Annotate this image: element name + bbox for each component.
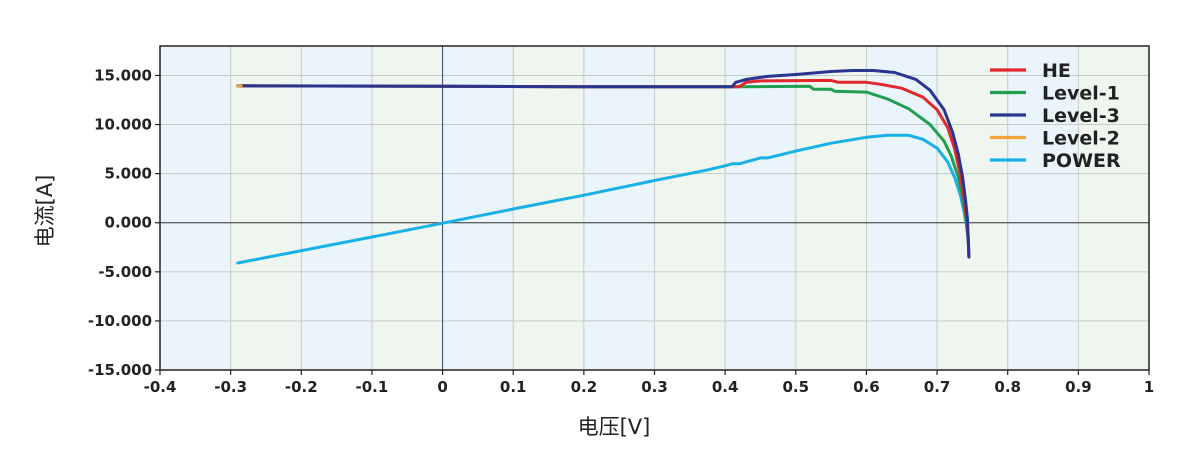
legend-label-he: HE <box>1042 60 1071 82</box>
x-tick-labels: -0.4 -0.3 -0.2 -0.1 0 0.1 0.2 0.3 0.4 0.5 0.6 0.7 0.… <box>144 370 1154 396</box>
x-tick-label: 0.1 <box>500 378 527 396</box>
x-tick-label: 0.7 <box>924 378 951 396</box>
x-tick-label: 0.9 <box>1065 378 1092 396</box>
series-line-power <box>236 133 970 265</box>
x-tick-label: 0.2 <box>571 378 598 396</box>
x-tick-label: 0.6 <box>853 378 880 396</box>
y-axis-label: 电流[A] <box>33 175 57 248</box>
background-band <box>795 46 867 370</box>
x-tick-label: -0.1 <box>356 378 389 396</box>
background-band <box>301 46 372 370</box>
x-tick-label: 0.4 <box>712 378 739 396</box>
y-tick-label: 10.000 <box>94 116 152 134</box>
legend-label-level-3: Level-3 <box>1042 105 1120 127</box>
background-band <box>230 46 302 370</box>
legend-label-power: POWER <box>1042 150 1121 172</box>
x-axis-label: 电压[V] <box>578 415 651 439</box>
series-lines <box>236 69 971 265</box>
x-tick-label: -0.4 <box>144 378 177 396</box>
y-tick-label: -15.000 <box>88 361 152 379</box>
background-band <box>1007 46 1079 370</box>
legend-label-level-1: Level-1 <box>1042 83 1120 105</box>
x-tick-label: -0.2 <box>285 378 318 396</box>
background-band <box>583 46 655 370</box>
x-tick-label: 0.3 <box>641 378 668 396</box>
legend-label-level-2: Level-2 <box>1042 128 1120 150</box>
background-band <box>1078 46 1149 370</box>
y-tick-label: 5.000 <box>105 165 152 183</box>
y-tick-label: -10.000 <box>88 312 152 330</box>
background-band <box>371 46 443 370</box>
x-tick-label: 0 <box>437 378 447 396</box>
zero-axis-lines <box>160 46 1149 370</box>
series-line-level-3 <box>236 69 971 259</box>
x-tick-label: 0.8 <box>994 378 1021 396</box>
background-band <box>160 46 231 370</box>
y-tick-label: 0.000 <box>105 214 152 232</box>
x-tick-label: -0.3 <box>214 378 247 396</box>
y-tick-label: -5.000 <box>98 263 152 281</box>
background-band <box>442 46 514 370</box>
plot-background-bands <box>160 46 1149 370</box>
y-tick-label: 15.000 <box>94 66 152 84</box>
background-band <box>725 46 796 370</box>
x-tick-label: 0.5 <box>782 378 809 396</box>
x-tick-label: 1 <box>1144 378 1154 396</box>
y-tick-labels: 15.000 10.000 5.000 0.000 -5.000 -10.000 -15.0… <box>88 66 160 379</box>
background-band <box>654 46 726 370</box>
background-band <box>937 46 1008 370</box>
